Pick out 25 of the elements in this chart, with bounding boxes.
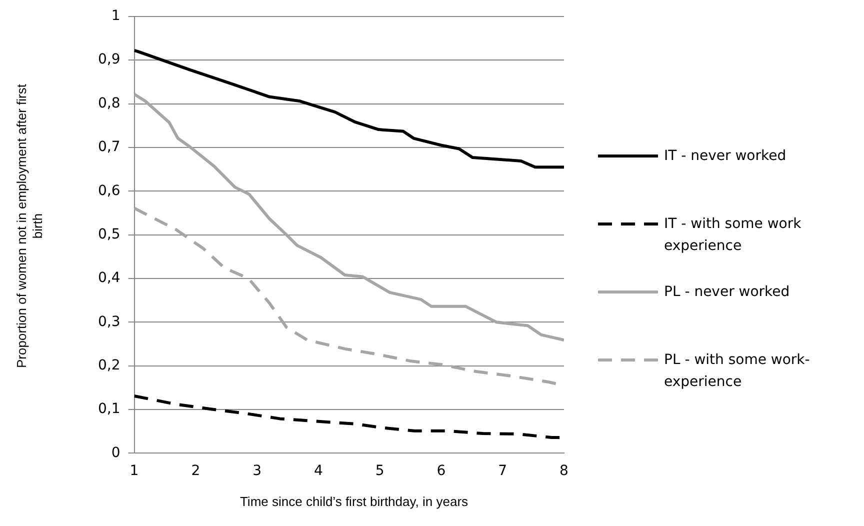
x-tick-label: 3 — [252, 463, 262, 480]
legend-label: PL - with some work-experience — [664, 351, 811, 392]
y-tick-label: 0,6 — [98, 182, 120, 199]
y-tick-label: 0,4 — [98, 270, 120, 286]
y-tick-label: 0,7 — [98, 139, 120, 156]
x-tick-label: 8 — [560, 463, 568, 480]
y-axis-title: Proportion of women not in employment after first birth — [14, 83, 46, 370]
legend-label: IT - with some work experience — [664, 215, 802, 256]
x-tick-label: 2 — [191, 463, 200, 480]
y-tick-label: 1 — [111, 8, 120, 24]
y-tick-label: 0,1 — [98, 401, 120, 418]
legend-label: IT - never worked — [664, 147, 788, 166]
x-tick-label: 7 — [498, 463, 508, 480]
y-tick-label: 0 — [111, 444, 120, 461]
legend-label: PL - never worked — [664, 283, 791, 302]
x-axis-title: Time since child’s first birthday, in years — [238, 494, 470, 509]
x-tick-label: 4 — [314, 463, 323, 480]
y-tick-label: 0,8 — [98, 95, 120, 112]
x-tick-label: 6 — [436, 463, 446, 480]
y-tick-label: 0,3 — [98, 314, 120, 330]
x-tick-label: 5 — [375, 463, 384, 480]
y-tick-label: 0,2 — [98, 357, 120, 374]
y-tick-label: 0,5 — [98, 226, 120, 242]
x-tick-label: 1 — [130, 463, 139, 480]
y-tick-label: 0,9 — [98, 52, 120, 68]
